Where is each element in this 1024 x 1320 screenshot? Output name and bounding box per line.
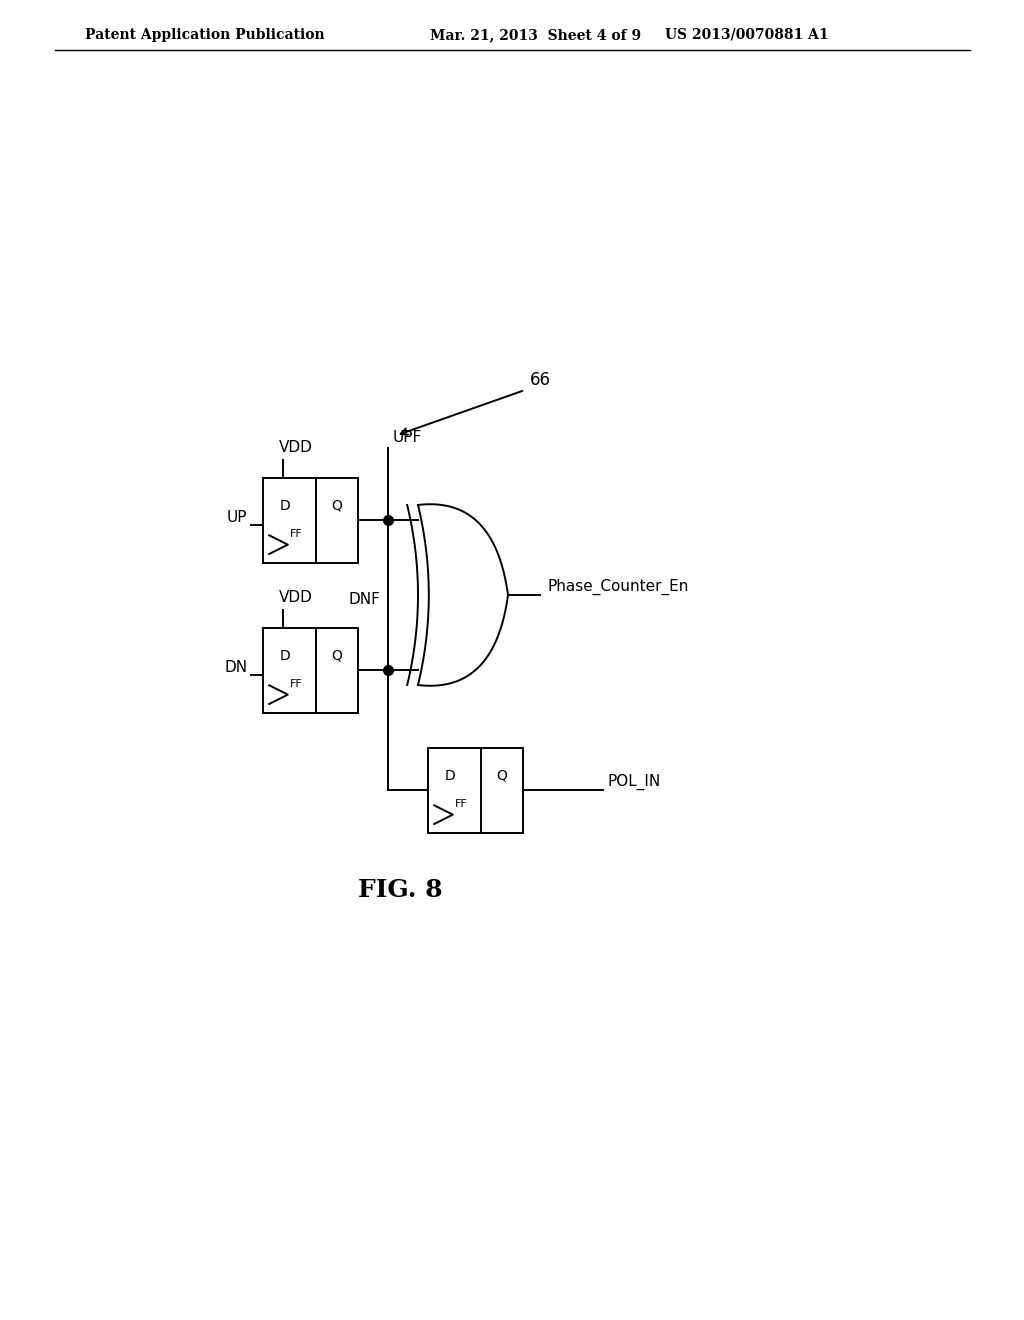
Text: DNF: DNF	[348, 593, 380, 607]
Text: US 2013/0070881 A1: US 2013/0070881 A1	[665, 28, 828, 42]
Text: Patent Application Publication: Patent Application Publication	[85, 28, 325, 42]
Bar	[427, 747, 522, 833]
Text: Mar. 21, 2013  Sheet 4 of 9: Mar. 21, 2013 Sheet 4 of 9	[430, 28, 641, 42]
Text: POL_IN: POL_IN	[607, 774, 660, 791]
Text: D: D	[280, 648, 291, 663]
Bar	[262, 627, 357, 713]
Text: D: D	[444, 768, 456, 783]
Text: DN: DN	[224, 660, 248, 675]
Text: Q: Q	[331, 648, 342, 663]
Text: UPF: UPF	[393, 430, 422, 446]
Text: D: D	[280, 499, 291, 512]
Text: 66: 66	[530, 371, 551, 389]
Bar	[262, 478, 357, 562]
Text: Q: Q	[497, 768, 507, 783]
Text: Phase_Counter_En: Phase_Counter_En	[548, 579, 689, 595]
Text: FF: FF	[291, 529, 303, 540]
Text: FF: FF	[291, 680, 303, 689]
Text: FF: FF	[456, 800, 468, 809]
Text: FIG. 8: FIG. 8	[357, 878, 442, 902]
Text: VDD: VDD	[279, 441, 312, 455]
Text: VDD: VDD	[279, 590, 312, 606]
Text: Q: Q	[331, 499, 342, 512]
Text: UP: UP	[227, 510, 248, 524]
